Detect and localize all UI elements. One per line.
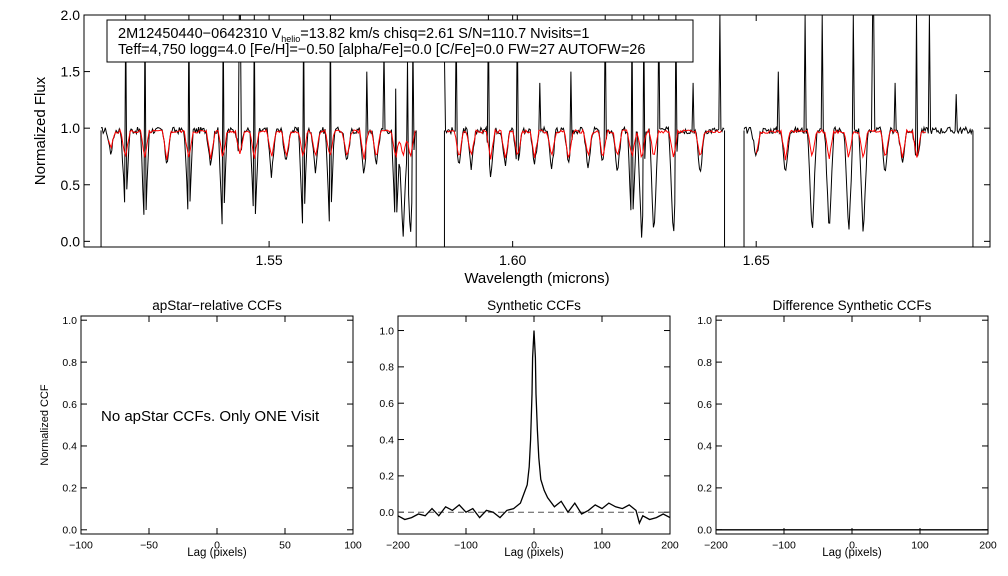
spectrum-y-tick-label: 1.0 <box>61 120 81 136</box>
synthetic-ccf-x-tick-label: 200 <box>661 540 679 552</box>
apstar-ccf-title: apStar−relative CCFs <box>152 298 282 313</box>
synthetic-fit-line <box>107 128 926 161</box>
legend-line-2: Teff=4,750 logg=4.0 [Fe/H]=−0.50 [alpha/… <box>118 42 645 58</box>
synthetic-ccf-lines <box>397 330 671 525</box>
synthetic-ccf-title: Synthetic CCFs <box>487 298 581 313</box>
spectrum-ticks: 1.55 1.60 1.65 0.0 0.5 1.0 1.5 2.0 <box>61 7 990 268</box>
spectrum-panel: 1.55 1.60 1.65 0.0 0.5 1.0 1.5 2.0 2M12450440−0… <box>32 7 991 287</box>
difference-ccf-ticks: −200 −100 0 100 200 0.0 0.2 0.4 0.6 0.8 1.0 <box>697 315 997 552</box>
synthetic-ccf-ticks: −200 −100 0 100 200 0.0 0.2 0.4 0.6 0.8 1.0 <box>379 316 679 552</box>
apstar-ccf-x-tick-label: 100 <box>344 540 362 552</box>
synthetic-ccf-y-tick-label: 0.2 <box>379 471 394 483</box>
difference-ccf-x-tick-label: −100 <box>772 540 796 552</box>
legend-line-1-post: =13.82 km/s chisq=2.61 S/N=110.7 Nvisits… <box>300 26 589 42</box>
apstar-ccf-y-tick-label: 0.4 <box>62 441 77 453</box>
spectrum-y-tick-label: 2.0 <box>61 7 81 23</box>
spectrum-frame <box>83 14 991 248</box>
synthetic-ccf-frame <box>397 315 671 535</box>
difference-ccf-panel: −200 −100 0 100 200 0.0 0.2 0.4 0.6 0.8 1.0 Differ… <box>697 298 997 559</box>
difference-ccf-title: Difference Synthetic CCFs <box>773 298 932 313</box>
apstar-ccf-y-axis-label: Normalized CCF <box>39 384 51 466</box>
synthetic-ccf-y-tick-label: 1.0 <box>379 325 394 337</box>
synthetic-ccf-x-axis-label: Lag (pixels) <box>504 547 564 559</box>
apstar-ccf-x-tick-label: −50 <box>140 540 158 552</box>
synthetic-ccf-x-tick-label: −100 <box>454 540 478 552</box>
synthetic-ccf-x-tick-label: 100 <box>593 540 611 552</box>
spectrum-x-tick-label: 1.55 <box>255 252 282 268</box>
spectrum-y-tick-label: 0.0 <box>61 233 81 249</box>
apstar-ccf-y-tick-label: 0.8 <box>62 357 77 369</box>
synthetic-ccf-y-tick-label: 0.0 <box>379 507 394 519</box>
synthetic-ccf-panel: −200 −100 0 100 200 0.0 0.2 0.4 0.6 0.8 1.0 Synthe… <box>379 298 679 559</box>
synthetic-ccf-y-tick-label: 0.8 <box>379 362 394 374</box>
difference-ccf-y-tick-label: 0.2 <box>697 483 712 495</box>
spectrum-x-axis-label: Wavelength (microns) <box>464 270 609 287</box>
apstar-ccf-x-tick-label: 50 <box>279 540 291 552</box>
apstar-ccf-ticks: −100 −50 0 50 100 0.0 0.2 0.4 0.6 0.8 1.0 <box>62 315 362 552</box>
synthetic-ccf-y-tick-label: 0.4 <box>379 434 394 446</box>
apstar-ccf-y-tick-label: 0.2 <box>62 483 77 495</box>
synthetic-ccf-line <box>397 330 671 525</box>
no-apstar-ccf-message: No apStar CCFs. Only ONE Visit <box>101 408 320 425</box>
apstar-ccf-x-axis-label: Lag (pixels) <box>187 547 247 559</box>
apstar-ccf-panel: −100 −50 0 50 100 0.0 0.2 0.4 0.6 0.8 1.0 apStar−r… <box>39 298 362 559</box>
spectrum-lines <box>100 14 974 247</box>
difference-ccf-x-tick-label: −200 <box>704 540 728 552</box>
apstar-ccf-y-tick-label: 0.0 <box>62 525 77 537</box>
difference-ccf-y-tick-label: 0.0 <box>697 525 712 537</box>
difference-ccf-frame <box>715 315 989 535</box>
spectrum-y-axis-label: Normalized Flux <box>32 76 49 185</box>
difference-ccf-x-axis-label: Lag (pixels) <box>822 547 882 559</box>
difference-ccf-y-tick-label: 1.0 <box>697 315 712 327</box>
apstar-ccf-x-tick-label: 0 <box>214 540 220 552</box>
spectrum-y-tick-label: 1.5 <box>61 64 81 80</box>
synthetic-ccf-x-tick-label: 0 <box>531 540 537 552</box>
legend-line-1: 2M12450440−0642310 Vhelio=13.82 km/s chi… <box>118 26 589 44</box>
difference-ccf-x-tick-label: 100 <box>911 540 929 552</box>
synthetic-ccf-x-tick-label: −200 <box>386 540 410 552</box>
difference-ccf-x-tick-label: 200 <box>979 540 997 552</box>
apstar-ccf-x-tick-label: −100 <box>69 540 93 552</box>
difference-ccf-x-tick-label: 0 <box>849 540 855 552</box>
spectrum-x-tick-label: 1.65 <box>743 252 770 268</box>
legend-vhelio-subscript: helio <box>281 34 300 44</box>
apstar-ccf-y-tick-label: 1.0 <box>62 315 77 327</box>
synthetic-ccf-y-tick-label: 0.6 <box>379 398 394 410</box>
legend-line-1-pre: 2M12450440−0642310 V <box>118 26 282 42</box>
apstar-ccf-frame <box>80 315 354 535</box>
spectrum-y-tick-label: 0.5 <box>61 177 81 193</box>
difference-ccf-y-tick-label: 0.4 <box>697 441 712 453</box>
apstar-ccf-y-tick-label: 0.6 <box>62 399 77 411</box>
difference-ccf-y-tick-label: 0.6 <box>697 399 712 411</box>
spectrum-x-tick-label: 1.60 <box>499 252 526 268</box>
legend-box <box>106 19 694 63</box>
difference-ccf-y-tick-label: 0.8 <box>697 357 712 369</box>
